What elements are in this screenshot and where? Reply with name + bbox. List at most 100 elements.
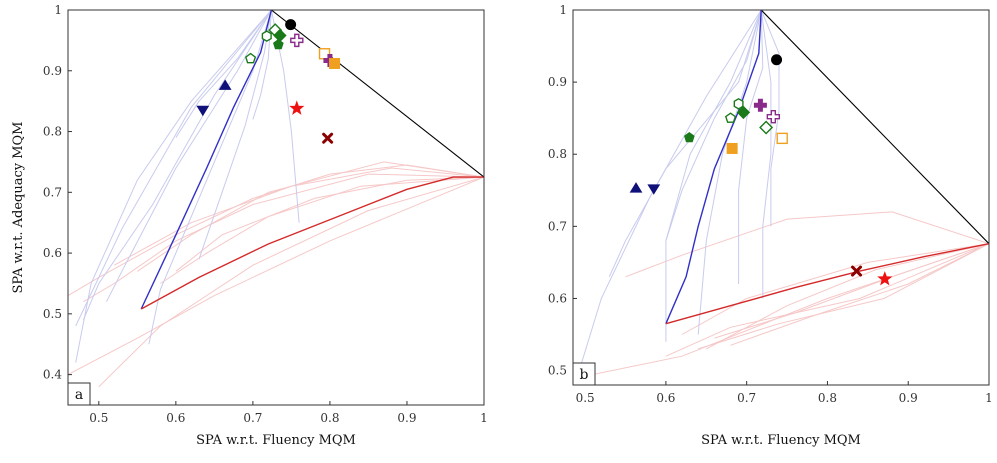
faint-red-curve [98,176,484,388]
y-tick-label: 1 [54,3,62,17]
faint-blue-curves [75,10,300,363]
y-tick-label: 0.8 [548,147,567,161]
x-tick-label: 0.9 [899,391,918,405]
marker-navy-triangle-down [196,105,210,117]
x-tick-label: 0.7 [737,391,756,405]
y-tick-label: 0.5 [548,364,567,378]
faint-red-curve [113,167,484,266]
y-tick-label: 0.7 [43,185,62,199]
pareto-frontier-line [271,10,484,178]
marker-purple-cross-open [766,110,781,124]
marker-black-circle [285,19,297,31]
red-curve [140,176,484,310]
faint-red-curve [730,243,989,346]
faint-red-curve [625,211,989,278]
faint-red-curve [681,243,989,335]
axis-ticks: 0.5 0.6 0.7 0.8 0.9 1 0.4 0.5 0.6 0.7 0.8 0.9 1 [43,3,488,425]
faint-red-curve [698,243,989,350]
blue-curve [665,10,762,324]
blue-curve [140,10,273,310]
marker-red-star [877,271,893,286]
red-curve [665,243,989,325]
faint-blue-curve [665,10,762,342]
plot-frame [67,9,485,406]
panel-b: 0.5 0.6 0.7 0.8 0.9 1 0.5 0.6 0.7 0.8 0.9 1 b SPA w… [548,3,993,448]
faint-blue-curve [75,10,272,327]
marker-orange-square-open [776,132,788,145]
faint-red-curve [83,173,484,303]
x-tick-label: 0.6 [656,391,675,405]
marker-green-hexagon-open [261,30,272,42]
y-tick-label: 0.9 [548,75,567,89]
y-tick-label: 0.6 [43,246,62,260]
faint-red-curve [137,161,484,272]
x-tick-label: 0.5 [89,411,108,425]
x-tick-label: 0.9 [397,411,416,425]
x-tick-label: 1 [480,411,488,425]
marker-black-circle [771,54,783,66]
faint-blue-curves [576,10,780,378]
faint-red-curve [665,243,989,357]
main-curves [140,10,484,310]
faint-blue-curve [75,10,272,363]
faint-red-curve [68,164,484,297]
faint-red-curve [160,176,484,284]
faint-red-curve [576,243,989,379]
marker-red-star [289,100,305,115]
marker-green-pentagon-filled [684,131,695,143]
panel-label: b [580,367,589,383]
x-tick-label: 0.5 [576,391,595,405]
faint-blue-curve [665,10,762,241]
marker-darkred-x [851,265,863,277]
y-tick-label: 0.4 [43,368,62,382]
marker-orange-square-filled [329,57,341,69]
faint-blue-curve [760,10,772,299]
faint-blue-curve [608,10,762,278]
y-tick-label: 0.6 [548,291,567,305]
panel-label-box: b [572,362,596,386]
faint-blue-curve [106,10,272,302]
faint-red-curve [175,176,484,272]
marker-navy-triangle-down [647,184,661,195]
x-tick-label: 0.8 [320,411,339,425]
marker-green-pentagon-filled [273,38,284,50]
x-axis-title: SPA w.r.t. Fluency MQM [701,433,861,448]
markers [196,19,341,144]
x-axis-title: SPA w.r.t. Fluency MQM [196,433,356,448]
faint-blue-curve [82,10,272,321]
x-tick-label: 1 [985,391,993,405]
faint-blue-curve [760,10,780,227]
y-tick-label: 1 [559,3,567,17]
marker-darkred-x [322,132,334,144]
axis-ticks: 0.5 0.6 0.7 0.8 0.9 1 0.5 0.6 0.7 0.8 0.9 1 [548,3,993,405]
y-tick-label: 0.7 [548,219,567,233]
y-axis-title: SPA w.r.t. Adequacy MQM [11,122,26,294]
plot-frame [572,9,990,386]
marker-green-pentagon-open [724,112,737,123]
panel-label: a [75,387,83,403]
marker-green-hexagon-open [733,97,744,110]
x-tick-label: 0.7 [243,411,262,425]
faint-blue-curve [175,10,272,138]
panel-a: 0.5 0.6 0.7 0.8 0.9 1 0.4 0.5 0.6 0.7 0.8 0.9 1 a SP… [11,3,488,448]
x-tick-label: 0.6 [166,411,185,425]
faint-blue-curve [738,10,764,284]
y-tick-label: 0.9 [43,64,62,78]
marker-purple-cross-filled [753,98,767,112]
y-tick-label: 0.8 [43,125,62,139]
pareto-frontier-line [760,10,989,245]
faint-red-curve [706,243,989,350]
main-curves [665,10,989,325]
markers [629,54,893,286]
x-tick-label: 0.8 [818,391,837,405]
y-tick-label: 0.5 [43,307,62,321]
faint-blue-curve [697,10,762,335]
marker-green-diamond-filled [273,28,287,43]
marker-green-pentagon-open [244,52,257,64]
panel-label-box: a [67,382,91,406]
marker-green-diamond-open [759,120,774,135]
marker-navy-triangle-up [218,79,232,90]
faint-red-curves [576,211,989,379]
faint-red-curve [68,176,484,376]
